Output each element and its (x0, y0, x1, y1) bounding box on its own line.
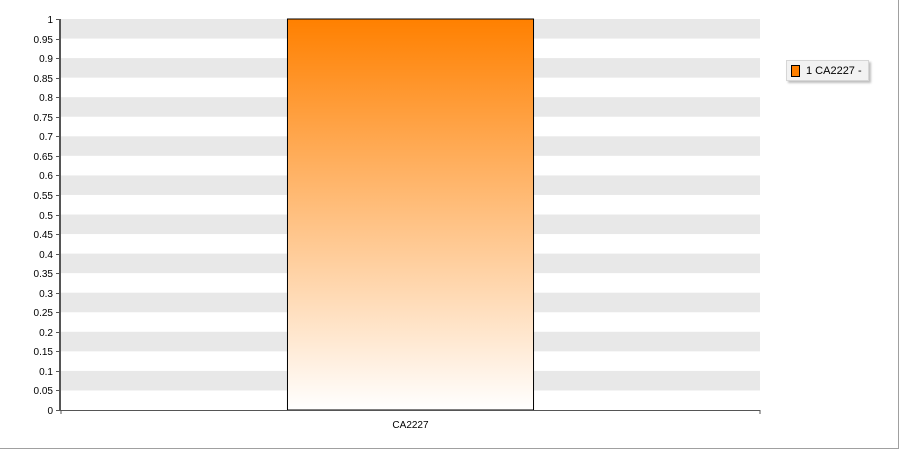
y-tick-label: 0.2 (39, 328, 53, 339)
y-tick-label: 0.75 (34, 113, 54, 124)
bar (286, 18, 535, 411)
y-tick-label: 1 (47, 15, 53, 26)
y-tick-label: 0.45 (34, 230, 54, 241)
y-tick-label: 0.65 (34, 152, 54, 163)
legend-swatch (791, 64, 800, 77)
y-tick-label: 0.15 (34, 347, 54, 358)
y-tick-label: 0.9 (39, 54, 53, 65)
y-tick-label: 0.6 (39, 171, 53, 182)
y-tick-label: 0.95 (34, 35, 54, 46)
legend: 1 CA2227 - (786, 60, 869, 81)
y-tick-label: 0.1 (39, 367, 53, 378)
x-axis-ticks: CA2227 (60, 410, 761, 431)
y-tick-label: 0.3 (39, 289, 53, 300)
y-axis-ticks: 0 0.05 0.1 0.15 0.2 0.25 0.3 0.35 0.4 0.45 0.5 0.55… (34, 15, 60, 417)
y-tick-label: 0.8 (39, 93, 53, 104)
y-tick-label: 0.4 (39, 250, 53, 261)
y-tick-label: 0.85 (34, 74, 54, 85)
y-tick-label: 0 (47, 406, 53, 417)
y-tick-label: 0.25 (34, 308, 54, 319)
y-tick-label: 0.7 (39, 132, 53, 143)
y-tick-label: 0.05 (34, 386, 54, 397)
legend-label: 1 CA2227 - (806, 64, 862, 77)
y-tick-label: 0.5 (39, 211, 53, 222)
bars (286, 18, 535, 411)
y-tick-label: 0.35 (34, 269, 54, 280)
y-tick-label: 0.55 (34, 191, 54, 202)
x-tick-label: CA2227 (392, 420, 429, 431)
